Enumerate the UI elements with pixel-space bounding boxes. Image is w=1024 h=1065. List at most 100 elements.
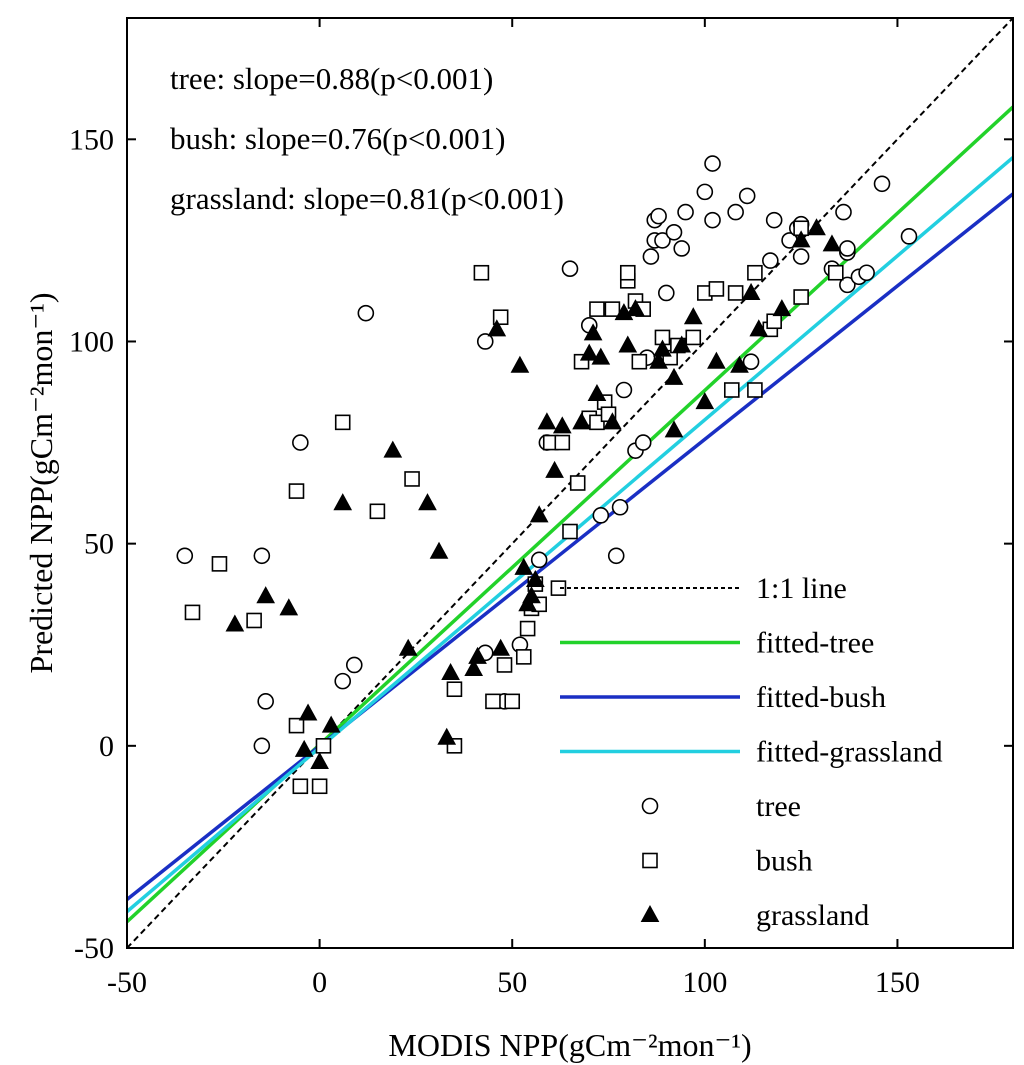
annotation-bush-slope: bush: slope=0.76(p<0.001) — [170, 121, 505, 156]
bush-point — [496, 657, 513, 673]
tree-point — [642, 248, 660, 265]
tree-point — [561, 260, 579, 277]
grassland-point — [822, 234, 842, 252]
tree-point — [334, 672, 352, 690]
legend-item-fitted-bush: fitted-bush — [560, 681, 886, 714]
legend-label: 1:1 line — [756, 572, 847, 605]
tree-point — [839, 240, 856, 257]
y-tick-label: 0 — [99, 730, 114, 763]
grassland-point — [591, 347, 611, 365]
bush-point — [589, 301, 605, 317]
points-layer — [176, 155, 918, 795]
plot-frame — [126, 17, 1014, 949]
grassland-point — [707, 351, 726, 369]
bush-point — [569, 475, 586, 491]
grassland-point — [279, 598, 299, 616]
grassland-point — [749, 319, 769, 337]
bush-point — [311, 778, 328, 795]
tree-point — [292, 434, 309, 451]
grassland-point — [522, 586, 541, 604]
grassland-point — [730, 355, 749, 373]
annotation-tree-slope: tree: slope=0.88(p<0.001) — [170, 61, 493, 96]
bush-point — [369, 503, 386, 520]
tree-point — [615, 381, 633, 399]
bush-point — [723, 382, 740, 398]
bush-point — [727, 285, 744, 301]
grassland-point — [587, 384, 607, 402]
bush-point — [288, 717, 305, 734]
x-tick-label: 0 — [312, 966, 327, 999]
legend-item-grassland: grassland — [640, 899, 869, 932]
annotation-grassland-slope: grassland: slope=0.81(p<0.001) — [170, 181, 564, 216]
y-axis-title: Predicted NPP(gCm⁻²mon⁻¹) — [23, 293, 59, 674]
grassland-point — [537, 412, 557, 430]
bush-point — [292, 778, 309, 795]
grassland-point — [791, 230, 811, 248]
bush-point — [504, 693, 521, 710]
tree-point — [345, 656, 363, 674]
bush-point — [211, 556, 228, 572]
tree-point — [253, 737, 271, 755]
tree-point — [476, 333, 494, 350]
bush-point — [685, 329, 702, 346]
bush-point — [515, 649, 532, 665]
legend-label: fitted-grassland — [756, 736, 943, 769]
bush-point — [747, 382, 763, 398]
grassland-point — [525, 570, 545, 588]
grassland-point — [468, 646, 487, 664]
tree-point — [357, 304, 375, 322]
legend-item-fitted-grassland: fitted-grassland — [560, 736, 943, 769]
legend-swatch — [642, 852, 658, 869]
tree-point — [658, 284, 675, 302]
grassland-point — [487, 319, 507, 337]
bush-point — [315, 738, 332, 754]
bush-point — [404, 471, 420, 487]
legend-label: fitted-bush — [756, 681, 886, 714]
tree-point — [839, 276, 856, 294]
grassland-point — [579, 343, 599, 361]
grassland-point — [529, 505, 549, 523]
bush-point — [519, 620, 536, 637]
bush-point — [288, 483, 305, 499]
series-grassland — [225, 218, 842, 769]
bush-point — [589, 414, 605, 431]
bush-point — [766, 313, 782, 330]
legend-item-tree: tree — [641, 790, 801, 823]
grassland-point — [437, 727, 457, 745]
tree-point — [738, 187, 756, 205]
tree-point — [762, 252, 779, 269]
grassland-point — [552, 416, 572, 434]
x-tick-label: 150 — [875, 966, 920, 999]
grassland-point — [298, 703, 318, 721]
tree-point — [607, 547, 625, 565]
y-tick-label: 50 — [84, 528, 114, 561]
grassland-point — [321, 715, 341, 733]
grassland-point — [441, 663, 460, 681]
bush-point — [708, 281, 725, 297]
tree-point — [634, 434, 652, 451]
grassland-point — [618, 335, 638, 353]
grassland-point — [256, 586, 276, 604]
bush-point — [747, 264, 763, 281]
grassland-point — [664, 420, 684, 438]
grassland-point — [491, 638, 511, 656]
grassland-point — [398, 638, 418, 656]
grassland-point — [225, 614, 245, 632]
tree-point — [792, 248, 810, 265]
legend-label: bush — [756, 845, 813, 878]
bush-point — [550, 580, 567, 596]
legend-item-fitted-tree: fitted-tree — [560, 627, 874, 660]
fitted-bush-line — [127, 192, 1013, 901]
y-tick-label: 100 — [69, 325, 114, 358]
legend-swatch — [640, 904, 660, 922]
tree-point — [835, 203, 852, 221]
tree-point — [650, 207, 667, 225]
tree-point — [530, 551, 548, 569]
x-tick-label: 50 — [497, 966, 527, 999]
tree-point — [611, 498, 629, 516]
bush-point — [619, 264, 636, 281]
bush-point — [485, 693, 501, 710]
tree-point — [696, 183, 714, 201]
grassland-point — [653, 339, 672, 357]
tree-point — [727, 203, 744, 221]
